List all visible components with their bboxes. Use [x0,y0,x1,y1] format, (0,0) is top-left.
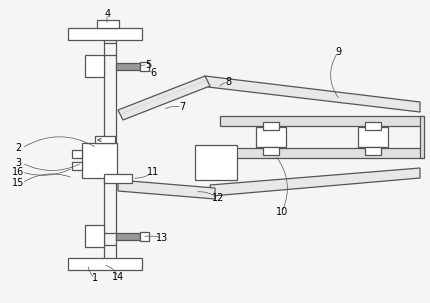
Text: 2: 2 [15,143,21,153]
FancyBboxPatch shape [68,28,142,40]
FancyBboxPatch shape [365,147,381,155]
Polygon shape [205,76,420,112]
Text: 11: 11 [147,167,159,177]
FancyBboxPatch shape [85,225,104,247]
Text: 12: 12 [212,193,224,203]
FancyBboxPatch shape [263,147,279,155]
Text: 5: 5 [145,60,151,70]
FancyBboxPatch shape [140,62,149,71]
FancyBboxPatch shape [85,55,104,77]
Text: 4: 4 [105,9,111,19]
FancyBboxPatch shape [104,174,132,183]
FancyBboxPatch shape [365,122,381,130]
Text: 13: 13 [156,233,168,243]
FancyBboxPatch shape [72,150,82,158]
Polygon shape [210,168,420,196]
FancyBboxPatch shape [263,122,279,130]
Text: 7: 7 [179,102,185,112]
FancyBboxPatch shape [82,143,117,178]
FancyBboxPatch shape [68,258,142,270]
Text: 16: 16 [12,167,24,177]
FancyBboxPatch shape [116,63,140,70]
FancyBboxPatch shape [72,162,82,170]
FancyBboxPatch shape [195,145,237,180]
Polygon shape [118,180,215,199]
FancyBboxPatch shape [140,232,149,241]
Text: 1: 1 [92,273,98,283]
Text: 9: 9 [335,47,341,57]
Polygon shape [118,76,210,120]
Text: 3: 3 [15,158,21,168]
Text: 6: 6 [150,68,156,78]
Text: 8: 8 [225,77,231,87]
FancyBboxPatch shape [358,127,388,147]
FancyBboxPatch shape [116,233,140,240]
Text: 15: 15 [12,178,24,188]
Text: 14: 14 [112,272,124,282]
FancyBboxPatch shape [95,136,115,143]
FancyBboxPatch shape [220,148,422,158]
Text: 10: 10 [276,207,288,217]
FancyBboxPatch shape [220,116,422,126]
FancyBboxPatch shape [97,20,119,28]
FancyBboxPatch shape [420,116,424,158]
FancyBboxPatch shape [256,127,286,147]
